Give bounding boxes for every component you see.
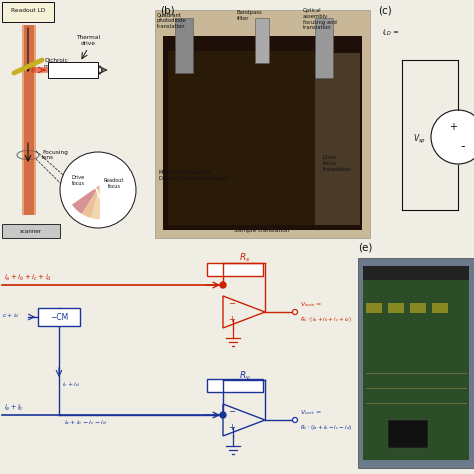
Bar xyxy=(207,379,263,392)
Text: -: - xyxy=(461,140,465,154)
Wedge shape xyxy=(72,185,100,214)
Text: +: + xyxy=(228,423,235,432)
Bar xyxy=(410,303,426,313)
Text: $V_{sum}$ =: $V_{sum}$ = xyxy=(300,300,322,309)
Bar xyxy=(363,275,469,460)
Text: −: − xyxy=(228,300,235,309)
Text: $c + i_d$: $c + i_d$ xyxy=(2,311,19,320)
Text: Sample translation: Sample translation xyxy=(234,228,290,233)
Text: $i_a + i_b$: $i_a + i_b$ xyxy=(4,403,24,413)
Text: Main optics housing
Drive LD kinematic mount: Main optics housing Drive LD kinematic m… xyxy=(159,170,228,181)
Circle shape xyxy=(292,418,298,422)
Bar xyxy=(155,10,370,238)
Circle shape xyxy=(60,152,136,228)
Text: Readout
focus: Readout focus xyxy=(104,178,124,189)
Text: −CM: −CM xyxy=(50,312,68,321)
Circle shape xyxy=(220,282,226,288)
Bar xyxy=(22,25,36,215)
Bar xyxy=(315,53,360,225)
Text: Drive
focus: Drive focus xyxy=(72,175,84,186)
Text: $R_v$: $R_v$ xyxy=(239,370,251,383)
Wedge shape xyxy=(91,185,100,219)
Text: $i_c + i_d$: $i_c + i_d$ xyxy=(62,381,81,390)
Bar xyxy=(163,36,362,230)
Text: +: + xyxy=(449,122,457,132)
Bar xyxy=(2,224,60,238)
Text: $R_s \cdot (i_a + i_b + i_c + i_d)$: $R_s \cdot (i_a + i_b + i_c + i_d)$ xyxy=(300,315,352,324)
Bar xyxy=(358,258,474,468)
Text: Drive LD: Drive LD xyxy=(60,67,86,73)
Bar xyxy=(363,266,469,280)
Bar xyxy=(432,303,448,313)
Text: Quadrant
photodiode
translation: Quadrant photodiode translation xyxy=(157,12,187,28)
Text: $i_a + i_b + i_c + i_d$: $i_a + i_b + i_c + i_d$ xyxy=(4,273,52,283)
Text: $V_{vert}$ =: $V_{vert}$ = xyxy=(300,408,322,417)
Text: $i_{LD}$ =: $i_{LD}$ = xyxy=(382,28,400,38)
Text: Drive
focus
translation: Drive focus translation xyxy=(323,155,352,172)
Circle shape xyxy=(292,310,298,315)
Text: $V_{sp}$: $V_{sp}$ xyxy=(413,132,426,146)
Text: Readout LD: Readout LD xyxy=(11,8,45,12)
Text: $i_a + i_b - i_c - i_d$: $i_a + i_b - i_c - i_d$ xyxy=(64,418,107,427)
Bar xyxy=(24,25,34,215)
Bar xyxy=(315,18,333,78)
Bar xyxy=(38,308,80,326)
Bar xyxy=(168,51,322,225)
Bar xyxy=(366,303,382,313)
Text: (c): (c) xyxy=(378,5,392,15)
Text: (b): (b) xyxy=(160,5,174,15)
Bar xyxy=(175,18,193,73)
Text: −: − xyxy=(228,408,235,417)
Circle shape xyxy=(431,110,474,164)
Text: Focusing
lens: Focusing lens xyxy=(42,150,68,160)
Bar xyxy=(2,2,54,22)
Text: Bandpass
filter: Bandpass filter xyxy=(237,10,263,21)
Bar xyxy=(255,18,269,63)
Text: Optical
assembly
focusing and
translation: Optical assembly focusing and translatio… xyxy=(303,8,337,30)
Circle shape xyxy=(220,412,226,418)
Text: scanner: scanner xyxy=(20,228,42,234)
Wedge shape xyxy=(82,185,100,218)
Text: $R_v \cdot (i_a + i_b - i_c - i_d)$: $R_v \cdot (i_a + i_b - i_c - i_d)$ xyxy=(300,423,352,432)
Bar xyxy=(388,420,428,448)
Bar xyxy=(388,303,404,313)
Text: (e): (e) xyxy=(358,242,373,252)
Bar xyxy=(207,263,263,276)
Bar xyxy=(48,62,98,78)
Text: Thermal
drive: Thermal drive xyxy=(76,35,100,46)
Text: +: + xyxy=(228,316,235,325)
Text: $R_s$: $R_s$ xyxy=(239,252,251,264)
Text: Dichroic
mirror: Dichroic mirror xyxy=(44,58,68,69)
